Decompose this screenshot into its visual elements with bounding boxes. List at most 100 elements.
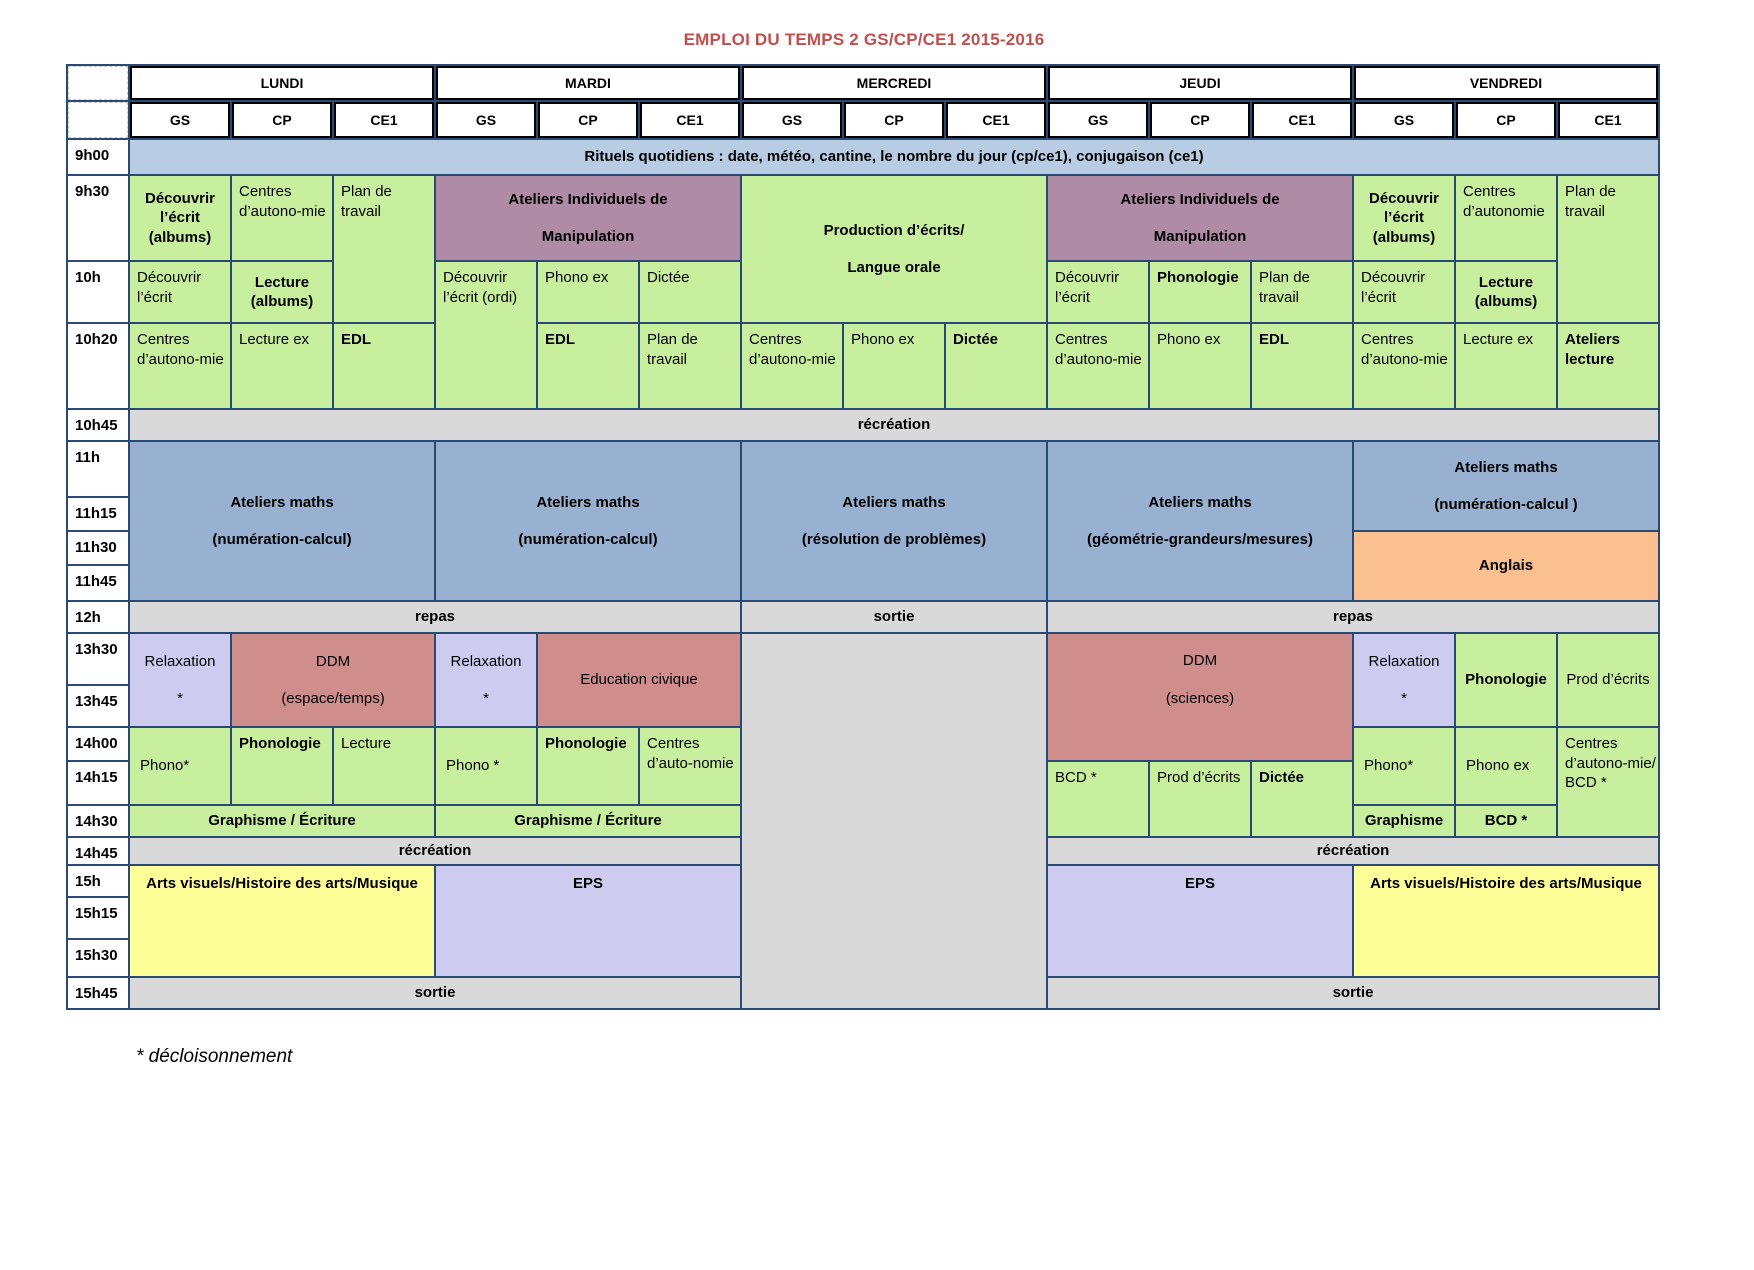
cell-phonologie-vendredi: Phonologie [1456,634,1556,726]
cell-dictee-jeudi: Dictée [1252,762,1352,836]
cell-me-cp-1020: Phono ex [844,324,944,408]
cell-recreation-3: récréation [1048,838,1658,864]
cell-time-13h45: 13h45 [68,686,128,726]
cell-ve-cp-1020: Lecture ex [1456,324,1556,408]
cell-lu-gs-930: Découvrir l’écrit (albums) [130,176,230,260]
cell-day-jeudi: JEUDI [1048,66,1352,100]
cell-time-9h30: 9h30 [68,176,128,260]
cell-prod-ecrits-jeudi: Prod d’écrits [1150,762,1250,836]
cell-phonologie-lundi: Phonologie [232,728,332,804]
cell-time-11h15: 11h15 [68,498,128,530]
cell-ddm-jeudi: DDM (sciences) [1048,634,1352,760]
cell-time-15h15: 15h15 [68,898,128,938]
page: { "title": "EMPLOI DU TEMPS 2 GS/CP/CE1 … [0,30,1754,1270]
cell-ddm-lundi: DDM (espace/temps) [232,634,434,726]
cell-ma-ce1-1020: Plan de travail [640,324,740,408]
cell-recreation-2: récréation [130,838,740,864]
cell-grp-je-ce1: CE1 [1252,102,1352,138]
cell-day-lundi: LUNDI [130,66,434,100]
cell-maths-jeudi: Ateliers maths (géométrie-grandeurs/mesu… [1048,442,1352,600]
cell-grp-lu-ce1: CE1 [334,102,434,138]
cell-lu-gs-10h: Découvrir l’écrit [130,262,230,322]
cell-time-10h45: 10h45 [68,410,128,440]
cell-time-11h45: 11h45 [68,566,128,600]
cell-prod-ecrits-vendredi: Prod d’écrits [1558,634,1658,726]
cell-ma-cp-1020: EDL [538,324,638,408]
cell-corner-top [68,66,128,100]
cell-phono-ex-vendredi: Phono ex [1456,728,1556,804]
cell-time-15h30: 15h30 [68,940,128,976]
cell-anglais: Anglais [1354,532,1658,600]
cell-time-15h45: 15h45 [68,978,128,1008]
cell-repas-2: repas [1048,602,1658,632]
cell-ve-gs-1020: Centres d’autono-mie [1354,324,1454,408]
cell-time-12h: 12h [68,602,128,632]
cell-time-11h30: 11h30 [68,532,128,564]
cell-time-10h: 10h [68,262,128,322]
cell-lu-cp-930: Centres d’autono-mie [232,176,332,260]
cell-graphisme-vendredi: Graphisme [1354,806,1454,836]
cell-je-gs-1020: Centres d’autono-mie [1048,324,1148,408]
cell-me-production-ecrits: Production d’écrits/ Langue orale [742,176,1046,322]
page-title: EMPLOI DU TEMPS 2 GS/CP/CE1 2015-2016 [683,30,1045,49]
cell-grp-je-cp: CP [1150,102,1250,138]
cell-phono-mardi: Phono * [436,728,536,804]
footnote: * décloisonnement [136,1046,293,1067]
cell-corner-sub [68,102,128,138]
cell-me-gs-1020: Centres d’autono-mie [742,324,842,408]
cell-grp-me-cp: CP [844,102,944,138]
cell-je-cp-1020: Phono ex [1150,324,1250,408]
cell-lu-cp-1020: Lecture ex [232,324,332,408]
cell-je-ce1-10h: Plan de travail [1252,262,1352,322]
cell-sortie-mercredi: sortie [742,602,1046,632]
cell-ve-ce1-930: Plan de travail [1558,176,1658,322]
cell-eps-jeudi: EPS [1048,866,1352,976]
cell-ma-cp-10h: Phono ex [538,262,638,322]
cell-ma-ce1-10h: Dictée [640,262,740,322]
cell-grp-me-gs: GS [742,102,842,138]
cell-sortie-2: sortie [1048,978,1658,1008]
cell-me-ce1-1020: Dictée [946,324,1046,408]
cell-rituels: Rituels quotidiens : date, météo, cantin… [130,140,1658,174]
cell-grp-lu-gs: GS [130,102,230,138]
cell-time-14h45: 14h45 [68,838,128,864]
cell-maths-lundi: Ateliers maths (numération-calcul) [130,442,434,600]
cell-phono-vendredi: Phono* [1354,728,1454,804]
cell-lu-cp-10h: Lecture (albums) [232,262,332,322]
cell-time-10h20: 10h20 [68,324,128,408]
cell-je-gs-10h: Découvrir l’écrit [1048,262,1148,322]
cell-time-13h30: 13h30 [68,634,128,684]
cell-graphisme-mardi: Graphisme / Écriture [436,806,740,836]
cell-lu-ce1-1020: EDL [334,324,434,408]
cell-arts-vendredi: Arts visuels/Histoire des arts/Musique [1354,866,1658,976]
cell-time-11h: 11h [68,442,128,496]
cell-arts-lundi: Arts visuels/Histoire des arts/Musique [130,866,434,976]
cell-je-ateliers-manip: Ateliers Individuels de Manipulation [1048,176,1352,260]
cell-grp-ve-ce1: CE1 [1558,102,1658,138]
cell-grp-lu-cp: CP [232,102,332,138]
cell-grp-ve-cp: CP [1456,102,1556,138]
cell-ve-gs-930: Découvrir l’écrit (albums) [1354,176,1454,260]
cell-ma-ateliers-manip: Ateliers Individuels de Manipulation [436,176,740,260]
cell-grp-je-gs: GS [1048,102,1148,138]
cell-maths-mercredi: Ateliers maths (résolution de problèmes) [742,442,1046,600]
cell-graphisme-lundi: Graphisme / Écriture [130,806,434,836]
cell-grp-ma-gs: GS [436,102,536,138]
cell-relax-mardi: Relaxation * [436,634,536,726]
timetable-document: EMPLOI DU TEMPS 2 GS/CP/CE1 2015-2016 LU… [66,30,1662,1068]
cell-maths-vendredi: Ateliers maths (numération-calcul ) [1354,442,1658,530]
cell-time-9h00: 9h00 [68,140,128,174]
cell-grp-ma-ce1: CE1 [640,102,740,138]
timetable-grid: LUNDI MARDI MERCREDI JEUDI VENDREDI GS CP CE1 GS… [66,64,1660,1010]
cell-day-mardi: MARDI [436,66,740,100]
cell-educ-civique-mardi: Education civique [538,634,740,726]
cell-lu-gs-1020: Centres d’autono-mie [130,324,230,408]
cell-mercredi-apresmidi-vide [742,634,1046,1008]
cell-relax-vendredi: Relaxation * [1354,634,1454,726]
cell-grp-me-ce1: CE1 [946,102,1046,138]
cell-grp-ve-gs: GS [1354,102,1454,138]
cell-ve-cp-10h: Lecture (albums) [1456,262,1556,322]
cell-centres-mardi: Centres d’auto-nomie [640,728,740,804]
cell-je-ce1-1020: EDL [1252,324,1352,408]
cell-phono-lundi: Phono* [130,728,230,804]
